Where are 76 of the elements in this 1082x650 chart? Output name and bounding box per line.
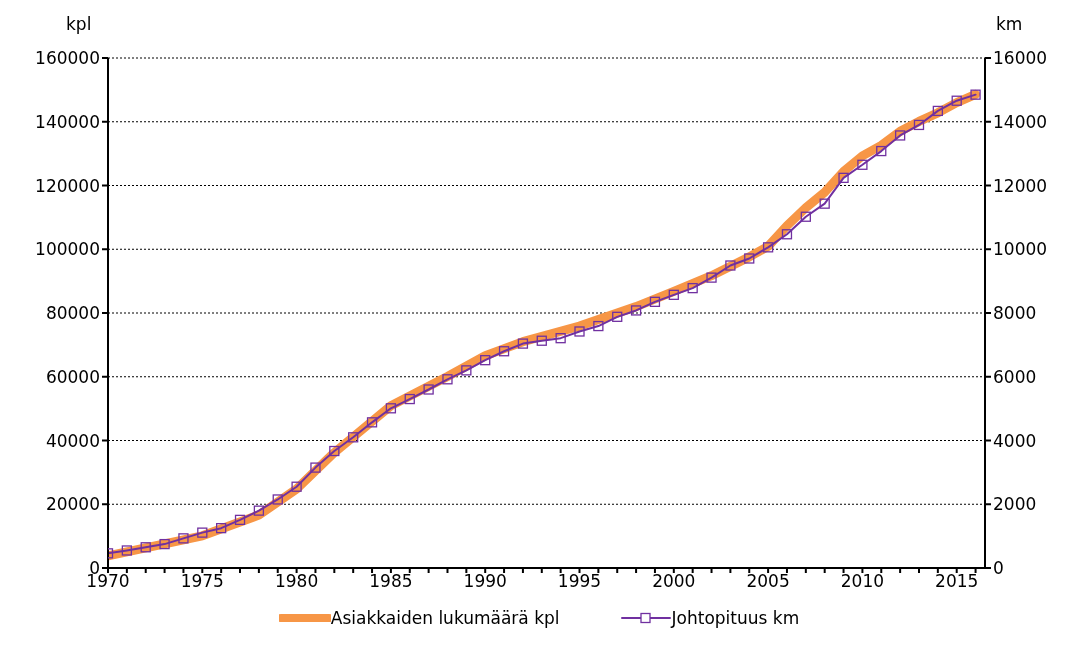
legend-label: Asiakkaiden lukumäärä kpl bbox=[330, 608, 560, 628]
point bbox=[819, 198, 830, 209]
point bbox=[725, 260, 736, 271]
y-tick-label: 140000 bbox=[35, 111, 100, 132]
y-tick-label: 80000 bbox=[45, 303, 100, 324]
point bbox=[649, 296, 661, 307]
point bbox=[762, 242, 774, 253]
x-tick-label: 2015 bbox=[935, 571, 979, 592]
y2-tick-label: 14000 bbox=[993, 111, 1048, 132]
legend-label: Johtopituus km bbox=[671, 608, 800, 628]
x-tick-label: 1980 bbox=[274, 571, 319, 592]
point bbox=[310, 462, 321, 473]
y2-tick-label: 8000 bbox=[993, 303, 1037, 324]
y2-tick-label: 0 bbox=[993, 558, 1004, 579]
point bbox=[291, 481, 302, 492]
x-tick-label: 2010 bbox=[840, 571, 885, 592]
point bbox=[404, 393, 415, 405]
y2-tick-label: 16000 bbox=[993, 48, 1048, 69]
point bbox=[480, 355, 491, 366]
x-tick-label: 1975 bbox=[180, 571, 224, 592]
point bbox=[838, 172, 849, 183]
point bbox=[744, 253, 755, 264]
y-tick-label: 100000 bbox=[35, 239, 100, 260]
point bbox=[423, 384, 434, 395]
y2-axis-title: km bbox=[996, 14, 1023, 34]
y-tick-label: 160000 bbox=[35, 48, 100, 69]
point bbox=[121, 545, 133, 556]
point bbox=[517, 338, 529, 349]
point bbox=[366, 417, 378, 428]
y2-tick-label: 10000 bbox=[993, 239, 1048, 260]
point bbox=[272, 494, 283, 505]
point bbox=[234, 514, 246, 526]
point bbox=[555, 333, 566, 344]
point bbox=[857, 159, 868, 170]
x-tick-label: 2000 bbox=[652, 571, 696, 592]
point bbox=[159, 538, 170, 550]
x-tick-label: 1985 bbox=[369, 571, 413, 592]
y2-tick-label: 12000 bbox=[993, 175, 1048, 196]
point bbox=[329, 445, 340, 457]
point bbox=[913, 119, 925, 131]
y2-tick-label: 4000 bbox=[993, 430, 1037, 451]
y-tick-label: 40000 bbox=[45, 430, 100, 451]
point bbox=[612, 311, 623, 322]
point bbox=[593, 320, 604, 332]
y-tick-label: 60000 bbox=[45, 366, 100, 387]
x-tick-label: 1995 bbox=[557, 571, 602, 592]
point bbox=[876, 145, 887, 157]
point bbox=[668, 289, 679, 300]
point bbox=[951, 95, 962, 106]
point bbox=[706, 272, 717, 283]
point bbox=[894, 130, 906, 141]
point bbox=[574, 326, 585, 337]
point bbox=[197, 527, 208, 538]
point bbox=[216, 523, 227, 534]
y2-tick-label: 2000 bbox=[993, 494, 1037, 515]
point bbox=[630, 305, 642, 316]
point bbox=[140, 542, 151, 553]
point bbox=[687, 282, 698, 294]
point bbox=[970, 89, 981, 100]
x-tick-label: 2005 bbox=[746, 571, 790, 592]
point bbox=[461, 365, 472, 376]
y2-tick-label: 6000 bbox=[993, 366, 1037, 387]
point bbox=[442, 374, 453, 385]
point bbox=[536, 335, 547, 346]
y-tick-label: 20000 bbox=[45, 494, 100, 515]
point bbox=[498, 346, 510, 357]
point bbox=[932, 105, 943, 117]
y-tick-label: 120000 bbox=[35, 175, 100, 196]
point bbox=[781, 229, 793, 240]
y-axis-title: kpl bbox=[66, 14, 92, 34]
point bbox=[253, 505, 265, 516]
point bbox=[178, 533, 189, 544]
point bbox=[800, 211, 811, 222]
point bbox=[385, 403, 397, 414]
x-tick-label: 1990 bbox=[463, 571, 507, 592]
point bbox=[348, 432, 359, 443]
